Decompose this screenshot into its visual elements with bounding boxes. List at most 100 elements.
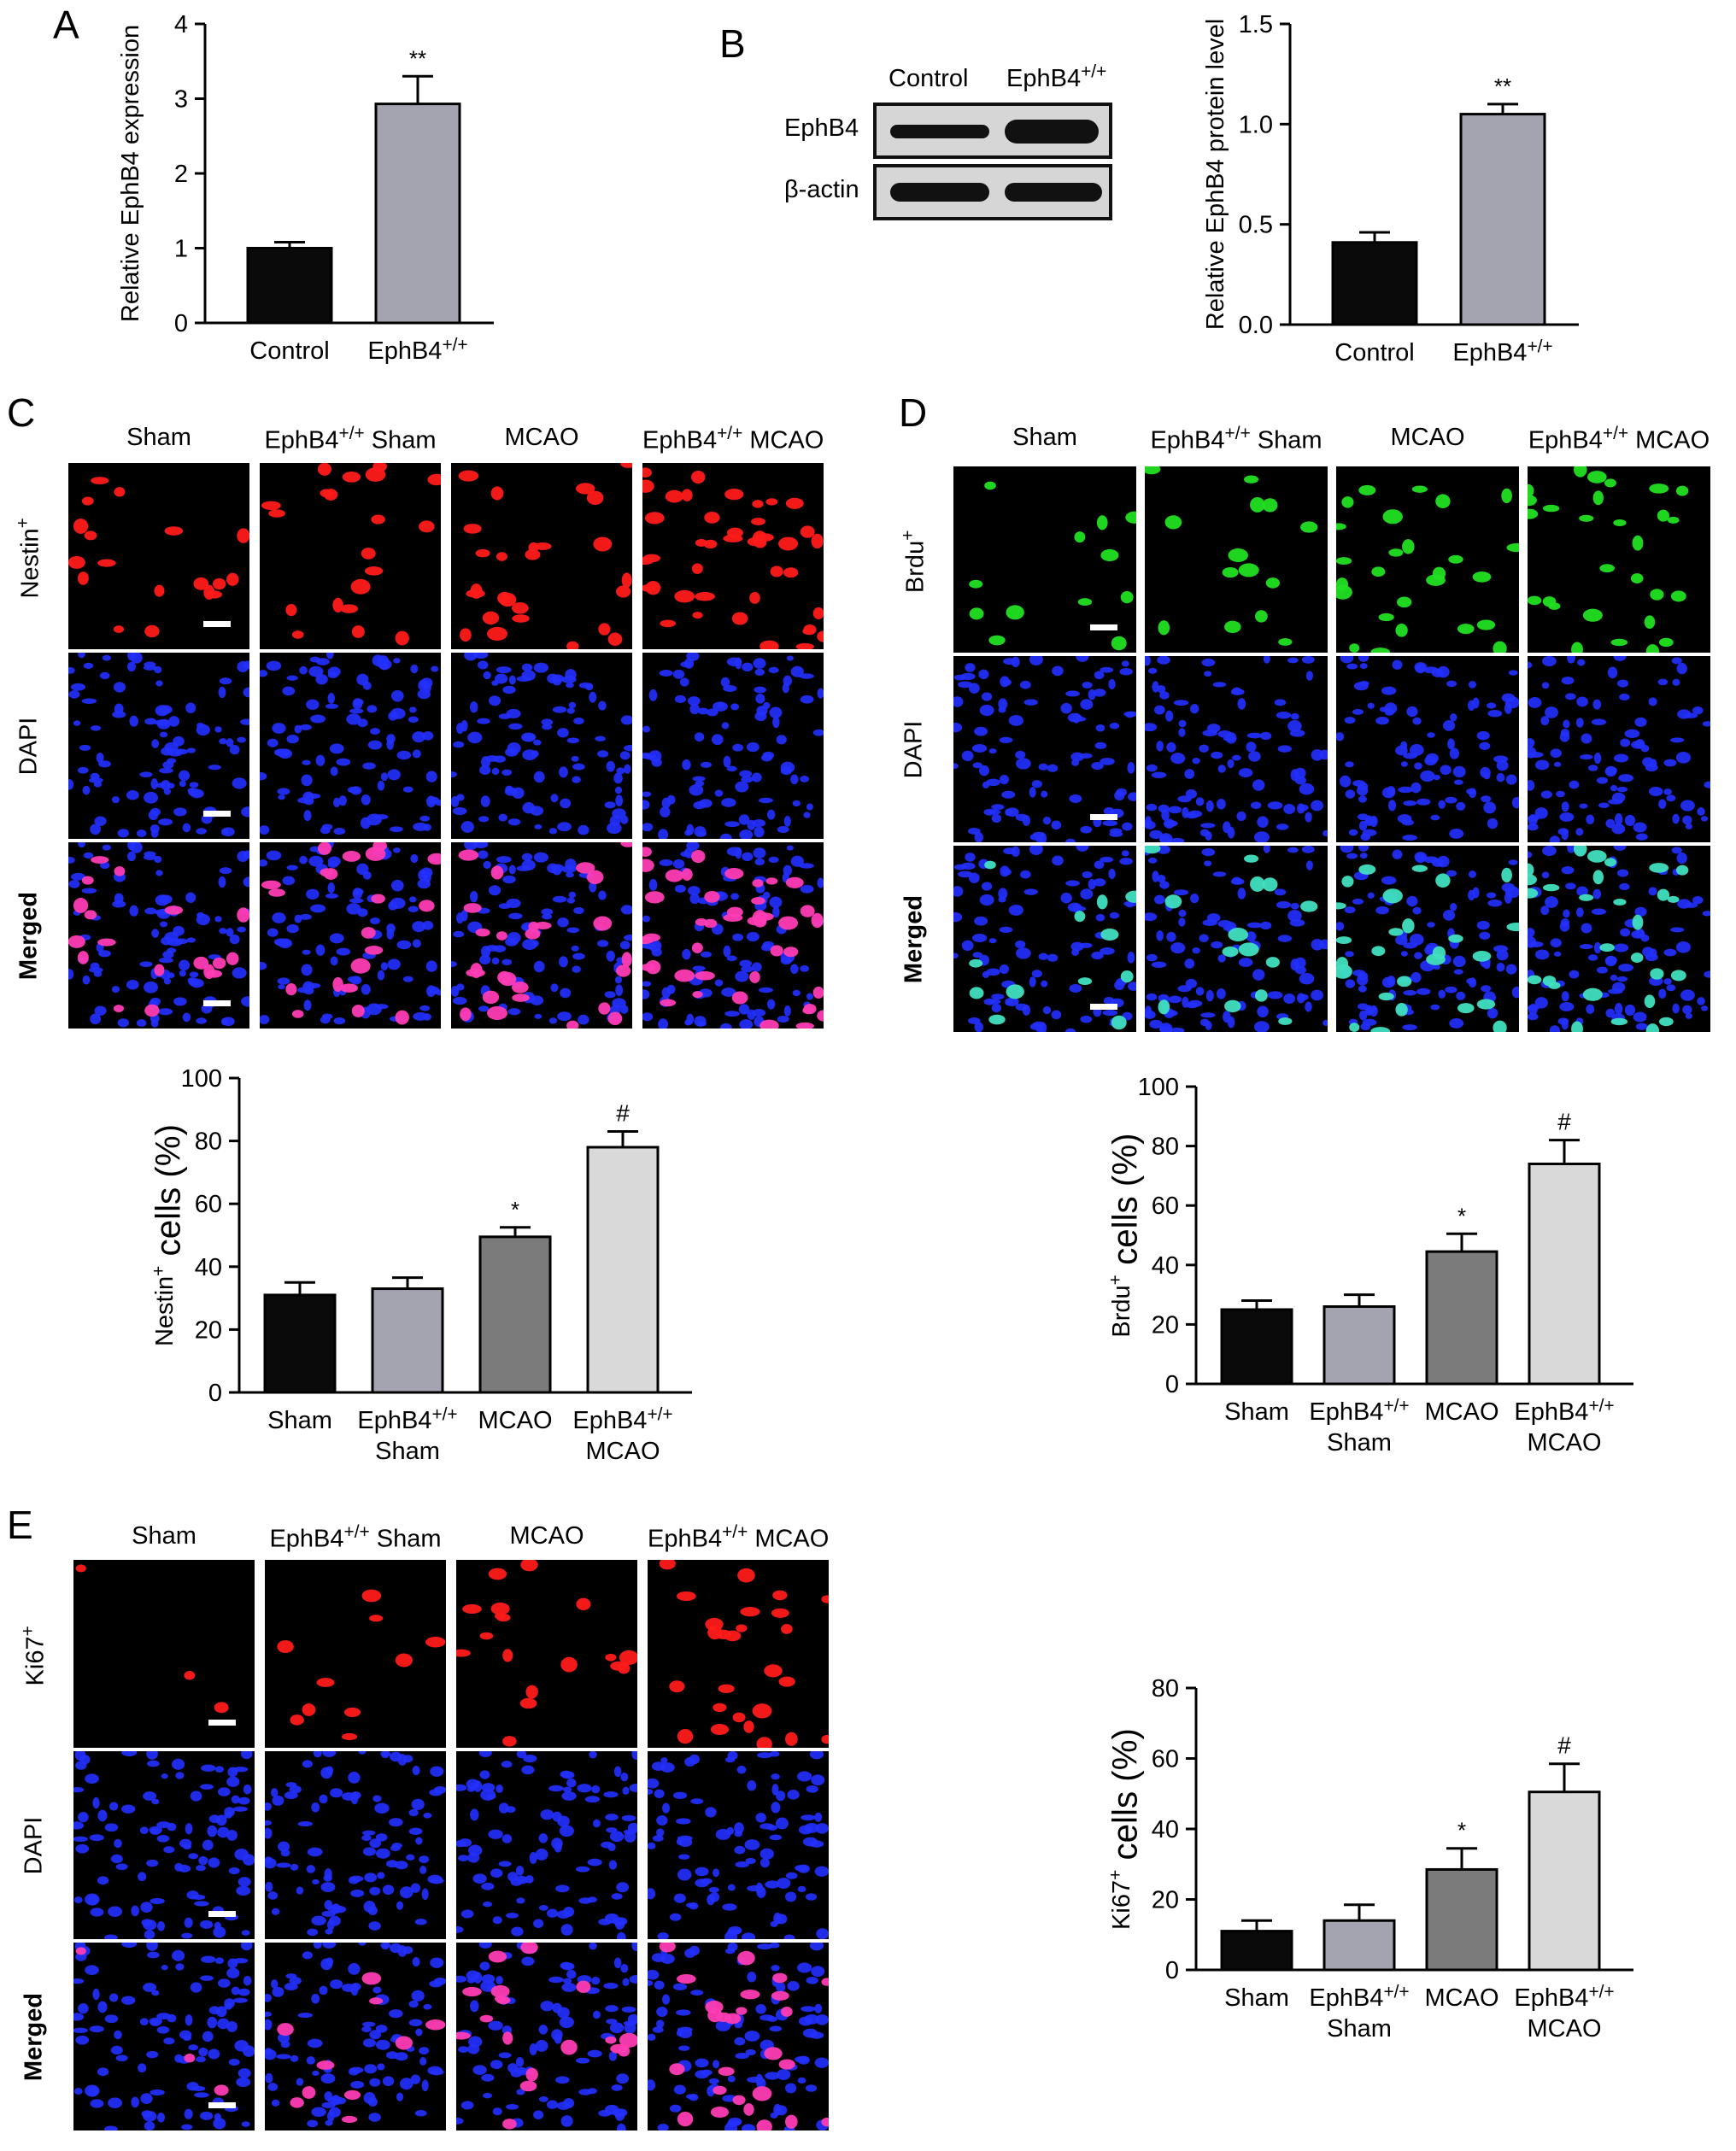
y-tick-label: 80 [1152, 1134, 1179, 1161]
column-header: Sham [1012, 424, 1077, 451]
bar [371, 1287, 444, 1394]
scale-bar [1090, 624, 1117, 630]
micrograph-tile [265, 1751, 446, 1939]
micrograph-tile [1145, 656, 1328, 842]
column-header: EphB4+/+ MCAO [648, 1522, 830, 1553]
bar-chart-d: 0 20 40 60 80 100 Brdu+ cells (%) Sham EphB4+/+ S… [1106, 1074, 1633, 1456]
column-header: EphB4+/+ Sham [1150, 424, 1323, 454]
x-tick-label: EphB4+/+ [1309, 1983, 1409, 2012]
micrograph-tile [953, 466, 1136, 653]
micrograph-tile [642, 653, 824, 839]
micrograph-tile [73, 1560, 255, 1748]
y-tick-label: 0.0 [1239, 312, 1273, 339]
bar [1528, 1162, 1601, 1386]
micrograph-tile [1336, 466, 1519, 653]
significance-marker: * [511, 1197, 519, 1222]
scale-bar [203, 1000, 231, 1006]
y-tick-label: 4 [174, 11, 188, 38]
micrograph-tile [260, 842, 441, 1029]
blot-row-ephb4: EphB4 [784, 114, 859, 142]
micrograph-tile [265, 1943, 446, 2130]
micrograph-tile [68, 463, 249, 649]
x-tick-label: MCAO [1425, 1398, 1499, 1426]
bar [1220, 1930, 1293, 1972]
x-tick-label: Control [249, 337, 330, 365]
column-header: EphB4+/+ MCAO [1528, 424, 1710, 454]
micrograph-tile [648, 1943, 829, 2130]
panel-letter-c: C [7, 390, 36, 435]
bar [1331, 241, 1418, 326]
bar [1323, 1919, 1396, 1972]
micrograph-tile [642, 463, 824, 649]
micrograph-tile [265, 1560, 446, 1748]
bar [374, 103, 461, 325]
significance-marker: # [616, 1100, 630, 1127]
significance-marker: # [1557, 1109, 1571, 1135]
x-tick-label: MCAO [586, 1438, 660, 1465]
x-tick-label: EphB4+/+ [1514, 1983, 1614, 2012]
column-header: EphB4+/+ Sham [269, 1522, 442, 1553]
y-axis-label: Relative EphB4 expression [117, 25, 144, 322]
row-label: Ki67+ [18, 1626, 50, 1686]
x-tick-label: EphB4+/+ [1452, 337, 1552, 366]
x-tick-label: Sham [1327, 2015, 1392, 2043]
y-tick-label: 20 [1152, 1887, 1179, 1914]
row-label: Brdu+ [898, 530, 930, 594]
micrograph-tile [648, 1560, 829, 1748]
micrograph-tile [68, 842, 249, 1029]
blot-header-ephb4: EphB4+/+ [1006, 62, 1106, 93]
y-tick-label: 1.5 [1239, 11, 1273, 38]
row-label: DAPI [900, 720, 928, 779]
bar [586, 1146, 660, 1394]
y-tick-label: 60 [1152, 1193, 1179, 1220]
scale-bar [1090, 814, 1117, 820]
y-tick-label: 80 [1152, 1675, 1179, 1703]
significance-marker: # [1557, 1732, 1571, 1759]
blot-row-actin: β-actin [784, 176, 859, 203]
bar [246, 247, 333, 325]
column-header: MCAO [1390, 424, 1465, 451]
micrograph-tile [451, 842, 632, 1029]
micrograph-tile [456, 1560, 637, 1748]
column-header: Sham [126, 424, 191, 451]
x-tick-label: EphB4+/+ [1514, 1397, 1614, 1426]
micrograph-tile [953, 846, 1136, 1032]
column-header: MCAO [509, 1522, 584, 1550]
x-tick-label: EphB4+/+ [357, 1405, 457, 1434]
y-tick-label: 0.5 [1239, 212, 1273, 239]
bar [1220, 1308, 1293, 1386]
blot-strip-actin [873, 164, 1112, 220]
micrograph-tile [456, 1943, 637, 2130]
y-axis-label: Ki67+ cells (%) [1106, 1728, 1145, 1930]
significance-marker: ** [409, 45, 426, 71]
bar-chart-a: 0 1 2 3 4 Relative EphB4 expression Control ** E… [117, 11, 494, 365]
scale-bar [208, 2102, 236, 2108]
y-tick-label: 40 [1152, 1816, 1179, 1843]
bar [1425, 1250, 1498, 1386]
x-tick-label: MCAO [1425, 1984, 1499, 2012]
row-label: Merged [900, 894, 928, 984]
bar [263, 1293, 337, 1394]
y-tick-label: 60 [1152, 1746, 1179, 1773]
x-tick-label: Sham [375, 1438, 440, 1465]
bar [478, 1235, 552, 1394]
micrograph-tile [68, 653, 249, 839]
y-tick-label: 1 [174, 236, 188, 263]
micrograph-tile [1336, 656, 1519, 842]
x-tick-label: EphB4+/+ [572, 1405, 672, 1434]
micrograph-tile [953, 656, 1136, 842]
scale-bar [203, 811, 231, 817]
y-tick-label: 2 [174, 161, 188, 188]
y-axis-label: Brdu+ cells (%) [1106, 1133, 1145, 1337]
blot-header-ephb4-text: EphB4+/+ [1006, 62, 1107, 92]
band-control-actin [890, 183, 989, 202]
row-label: Merged [15, 891, 43, 981]
significance-marker: * [1457, 1818, 1466, 1843]
y-tick-label: 100 [181, 1065, 222, 1093]
bar-chart-b: 0.0 0.5 1.0 1.5 Relative EphB4 protein level… [1202, 11, 1579, 366]
band-control-ephb4 [890, 125, 989, 138]
scale-bar [1090, 1004, 1117, 1010]
micrograph-tile [260, 653, 441, 839]
y-tick-label: 0 [174, 310, 188, 337]
